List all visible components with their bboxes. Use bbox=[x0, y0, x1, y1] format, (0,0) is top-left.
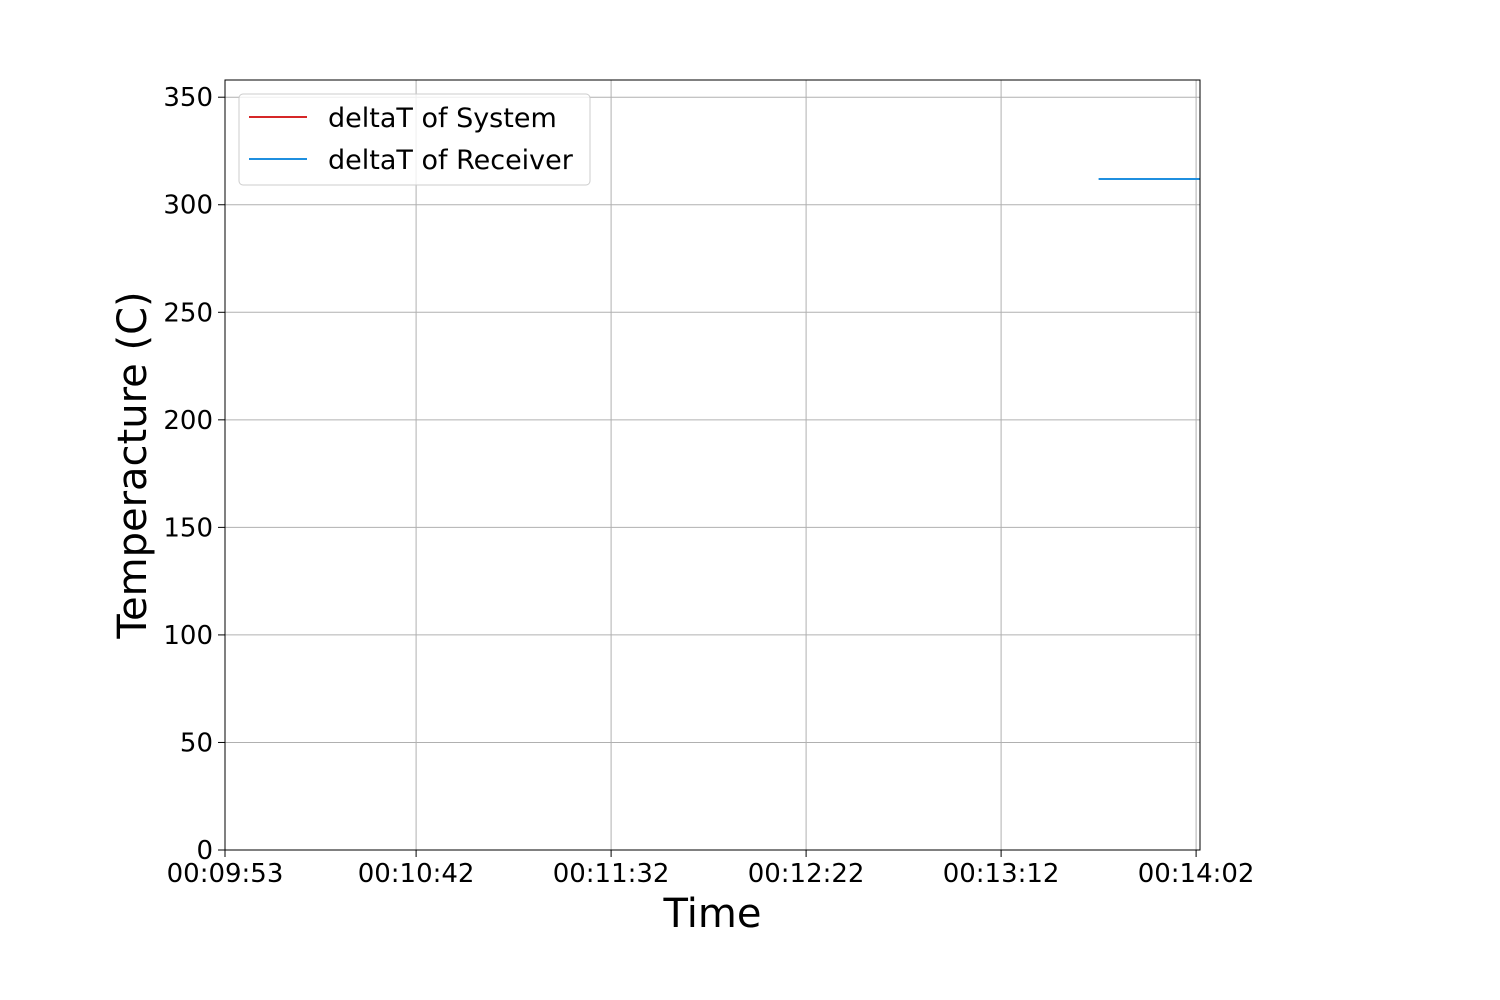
y-tick-label: 250 bbox=[163, 298, 213, 328]
legend-box bbox=[238, 93, 591, 186]
y-tick-label: 200 bbox=[163, 406, 213, 436]
grid-lines bbox=[224, 80, 1200, 851]
axis-ticks: 0 50 100 150 200 250 300 350 00:09:53 00:10:42 00:… bbox=[163, 83, 1254, 889]
legend: deltaT of System deltaT of Receiver bbox=[238, 93, 591, 186]
plot-area-frame bbox=[224, 79, 1201, 851]
y-tick-label: 50 bbox=[180, 728, 213, 758]
x-tick-label: 00:10:42 bbox=[358, 859, 475, 889]
y-tick-label: 100 bbox=[163, 621, 213, 651]
x-tick-label: 00:12:22 bbox=[748, 859, 865, 889]
x-axis-title: Time bbox=[663, 891, 762, 937]
y-tick-label: 150 bbox=[163, 513, 213, 543]
y-tick-label: 350 bbox=[163, 83, 213, 113]
legend-label-receiver: deltaT of Receiver bbox=[328, 145, 574, 176]
y-axis-title: Temperacture (C) bbox=[110, 291, 156, 639]
legend-label-system: deltaT of System bbox=[328, 103, 557, 134]
x-tick-label: 00:09:53 bbox=[167, 859, 284, 889]
x-tick-label: 00:13:12 bbox=[943, 859, 1060, 889]
x-tick-label: 00:14:02 bbox=[1138, 859, 1255, 889]
y-tick-label: 0 bbox=[196, 836, 213, 866]
y-tick-label: 300 bbox=[163, 191, 213, 221]
x-tick-label: 00:11:32 bbox=[553, 859, 670, 889]
